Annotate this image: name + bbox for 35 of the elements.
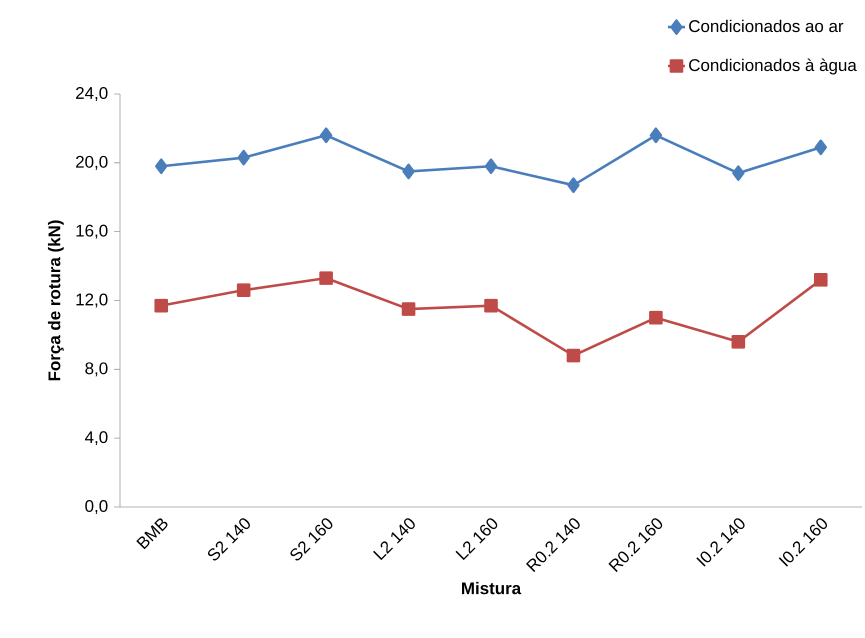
x-tick-label: I0.2 160 — [778, 518, 828, 567]
x-tick-label: L2 160 — [455, 518, 498, 560]
x-tick-label: S2 140 — [208, 518, 250, 560]
y-axis-title: Força de rotura (kN) — [48, 220, 64, 380]
point — [732, 165, 745, 181]
point — [155, 158, 168, 174]
point — [319, 271, 333, 285]
x-axis-title: Mistura — [462, 582, 522, 594]
x-tick-label: S2 160 — [290, 518, 332, 560]
y-tick-label: 4,0 — [85, 431, 108, 446]
legend-label: Condicionados à àgua — [689, 58, 857, 74]
legend-label: Condicionados ao ar — [689, 20, 844, 32]
point — [154, 298, 168, 312]
point — [236, 283, 250, 297]
point — [402, 302, 416, 316]
y-tick-label: 0,0 — [85, 500, 108, 514]
point — [320, 127, 332, 144]
y-tick-label: 24,0 — [76, 86, 108, 101]
x-tick-label: I0.2 140 — [696, 518, 745, 567]
y-tick-label: 16,0 — [76, 224, 108, 239]
y-tick-label: 12,0 — [76, 293, 108, 308]
point — [814, 273, 828, 287]
point — [814, 140, 827, 156]
y-tick-label: 8,0 — [85, 362, 108, 376]
point — [238, 150, 250, 166]
point — [484, 298, 498, 312]
y-tick-label: 20,0 — [76, 156, 108, 170]
point — [402, 164, 415, 180]
point — [649, 310, 663, 324]
point — [732, 334, 746, 349]
point — [650, 127, 662, 144]
point — [566, 348, 580, 362]
point — [567, 177, 580, 193]
x-tick-label: L2 140 — [373, 518, 415, 560]
point — [484, 158, 498, 174]
